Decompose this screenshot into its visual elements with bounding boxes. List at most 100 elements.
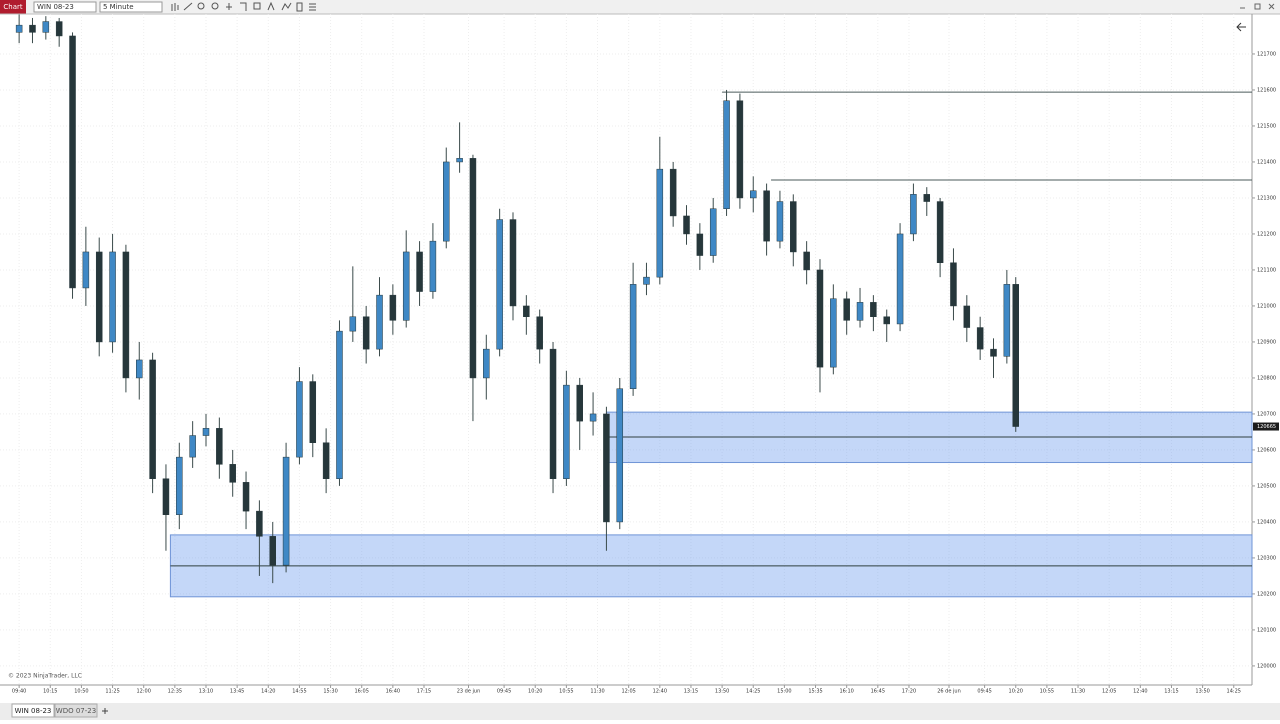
candle-body [216, 428, 223, 465]
candle-body [322, 442, 330, 479]
candle-body [82, 251, 90, 289]
candle-body [523, 305, 530, 317]
toolbar-icons[interactable] [171, 1, 316, 12]
tab[interactable] [54, 703, 98, 718]
candle-body [389, 294, 397, 321]
candle-body [1003, 284, 1011, 357]
x-tick-label: 12:00 [136, 689, 150, 695]
candle-body [629, 284, 637, 389]
candle-body [189, 435, 196, 458]
x-tick-label: 10:20 [528, 689, 542, 695]
candle-body [950, 262, 957, 307]
candle-body [643, 276, 650, 285]
y-tick-label: 121200 [1257, 231, 1276, 237]
app-label: Chart [3, 3, 22, 11]
candle-body [42, 21, 50, 33]
tab-bar [0, 703, 1280, 720]
add-tab[interactable] [102, 708, 108, 714]
candle-body [229, 464, 236, 483]
candle-body [910, 194, 917, 235]
x-tick-label: 16:45 [871, 689, 885, 695]
x-tick-label: 13:15 [1164, 689, 1178, 695]
candle-body [269, 536, 276, 566]
y-tick-label: 120500 [1257, 483, 1276, 489]
candle-body [95, 251, 103, 343]
candle-body [109, 251, 116, 343]
candle-body [936, 201, 944, 263]
candle-body [669, 168, 677, 217]
candle-body [176, 456, 183, 515]
x-tick-label: 26 de jun [937, 689, 961, 695]
x-tick-label: 15:00 [777, 689, 791, 695]
x-tick-label: 12:35 [168, 689, 182, 695]
y-tick-label: 120400 [1257, 519, 1276, 525]
y-tick-label: 121500 [1257, 123, 1276, 129]
candle-body [122, 251, 130, 379]
x-tick-label: 12:40 [1133, 689, 1147, 695]
candle-body [15, 24, 23, 33]
candle-body [549, 348, 557, 479]
y-tick-label: 121100 [1257, 267, 1276, 273]
toolbar [0, 0, 1280, 14]
x-tick-label: 13:50 [715, 689, 729, 695]
candle-body [242, 482, 250, 512]
tab-active[interactable] [11, 703, 55, 718]
candle-body [29, 24, 36, 33]
copyright: © 2023 NinjaTrader, LLC [8, 673, 82, 680]
candle-body [362, 316, 370, 350]
x-tick-label: 16:10 [839, 689, 853, 695]
y-tick-label: 120300 [1257, 555, 1276, 561]
candle-body [136, 359, 143, 379]
candle-body [736, 100, 744, 199]
candle-body [202, 428, 210, 436]
tab-label: WDO 07-23 [56, 707, 96, 715]
candle-body [723, 100, 730, 209]
candle-body [576, 384, 583, 422]
candle-body [883, 316, 890, 325]
x-tick-label: 15:30 [323, 689, 337, 695]
plot: 120000 120100 120200 120300 120400 120500 1206… [0, 14, 1279, 695]
x-tick-label: 13:15 [684, 689, 698, 695]
instrument-select[interactable] [33, 1, 97, 13]
candle-body [1012, 284, 1019, 427]
x-tick-label: 14:25 [1227, 689, 1241, 695]
x-tick-label: 15:35 [808, 689, 822, 695]
candle-body [763, 190, 770, 242]
candle-body [469, 158, 477, 379]
candle-body [709, 208, 717, 256]
candle-body [856, 302, 864, 321]
y-tick-label: 120600 [1257, 447, 1276, 453]
interval-select[interactable] [99, 1, 163, 13]
candle-body [803, 251, 810, 271]
x-tick-label: 09:45 [977, 689, 991, 695]
back-arrow[interactable] [1236, 22, 1246, 32]
candle-body [923, 194, 931, 202]
candle-body [456, 158, 463, 163]
candle-body [69, 35, 76, 289]
y-tick-label: 120100 [1257, 627, 1276, 633]
x-tick-label: 11:25 [105, 689, 119, 695]
y-tick-label: 121000 [1257, 303, 1276, 309]
candle-body [563, 384, 570, 479]
candle-body [870, 302, 877, 317]
x-tick-label: 12:05 [621, 689, 635, 695]
x-tick-label: 10:50 [74, 689, 88, 695]
x-tick-label: 10:15 [43, 689, 57, 695]
app-button[interactable] [0, 0, 26, 14]
x-tick-label: 10:20 [1009, 689, 1023, 695]
candle-body [336, 330, 343, 479]
candle-body [429, 240, 437, 292]
interval-label: 5 Minute [103, 3, 134, 11]
x-tick-label: 13:10 [199, 689, 213, 695]
candle-body [443, 161, 450, 242]
candle-body [976, 327, 984, 350]
candle-body [776, 201, 784, 242]
candle-body [896, 233, 904, 325]
y-tick-label: 120000 [1257, 663, 1276, 669]
y-tick-label: 120700 [1257, 411, 1276, 417]
window-controls[interactable] [1240, 3, 1275, 10]
candle-body [963, 305, 971, 328]
candle-body [816, 269, 824, 368]
x-tick-label: 14:20 [261, 689, 275, 695]
